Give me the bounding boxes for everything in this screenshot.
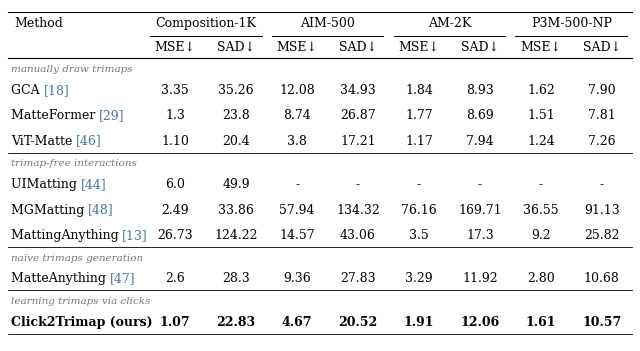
Text: 9.36: 9.36 [284,272,311,285]
Text: 12.08: 12.08 [279,84,315,97]
Text: 1.77: 1.77 [405,109,433,122]
Text: [44]: [44] [81,178,106,191]
Text: -: - [417,178,421,191]
Text: -: - [539,178,543,191]
Text: SAD↓: SAD↓ [582,40,621,53]
Text: 10.57: 10.57 [582,316,621,329]
Text: [46]: [46] [76,134,102,147]
Text: SAD↓: SAD↓ [461,40,499,53]
Text: UIMatting: UIMatting [11,178,81,191]
Text: 3.5: 3.5 [409,229,429,242]
Text: 1.07: 1.07 [160,316,191,329]
Text: AIM-500: AIM-500 [300,17,355,30]
Text: manually draw trimaps: manually draw trimaps [11,65,132,74]
Text: 17.3: 17.3 [466,229,494,242]
Text: 4.67: 4.67 [282,316,312,329]
Text: 35.26: 35.26 [218,84,254,97]
Text: 1.10: 1.10 [161,134,189,147]
Text: 33.86: 33.86 [218,204,254,217]
Text: ViT-Matte: ViT-Matte [11,134,76,147]
Text: MatteAnything: MatteAnything [11,272,110,285]
Text: naïve trimaps generation: naïve trimaps generation [11,254,143,263]
Text: MGMatting: MGMatting [11,204,88,217]
Text: -: - [295,178,299,191]
Text: 57.94: 57.94 [279,204,315,217]
Text: 8.69: 8.69 [466,109,494,122]
Text: 1.91: 1.91 [404,316,434,329]
Text: 3.35: 3.35 [161,84,189,97]
Text: 8.74: 8.74 [284,109,311,122]
Text: [47]: [47] [109,272,135,285]
Text: [29]: [29] [99,109,124,122]
Text: 25.82: 25.82 [584,229,620,242]
Text: 34.93: 34.93 [340,84,376,97]
Text: SAD↓: SAD↓ [217,40,255,53]
Text: 11.92: 11.92 [462,272,498,285]
Text: [48]: [48] [88,204,114,217]
Text: 7.94: 7.94 [466,134,493,147]
Text: 1.62: 1.62 [527,84,555,97]
Text: AM-2K: AM-2K [428,17,471,30]
Text: [18]: [18] [44,84,69,97]
Text: 7.26: 7.26 [588,134,616,147]
Text: 3.29: 3.29 [405,272,433,285]
Text: MSE↓: MSE↓ [155,40,196,53]
Text: MSE↓: MSE↓ [520,40,561,53]
Text: 1.84: 1.84 [405,84,433,97]
Text: MSE↓: MSE↓ [276,40,317,53]
Text: 20.4: 20.4 [222,134,250,147]
Text: learning trimaps via clicks: learning trimaps via clicks [11,297,150,306]
Text: 9.2: 9.2 [531,229,550,242]
Text: SAD↓: SAD↓ [339,40,377,53]
Text: 26.73: 26.73 [157,229,193,242]
Text: 1.51: 1.51 [527,109,555,122]
Text: -: - [478,178,482,191]
Text: 36.55: 36.55 [523,204,559,217]
Text: MatteFormer: MatteFormer [11,109,99,122]
Text: 14.57: 14.57 [279,229,315,242]
Text: GCA: GCA [11,84,44,97]
Text: 28.3: 28.3 [222,272,250,285]
Text: trimap-free interactions: trimap-free interactions [11,159,137,168]
Text: 23.8: 23.8 [222,109,250,122]
Text: 17.21: 17.21 [340,134,376,147]
Text: 3.8: 3.8 [287,134,307,147]
Text: Composition-1K: Composition-1K [155,17,256,30]
Text: 26.87: 26.87 [340,109,376,122]
Text: P3M-500-NP: P3M-500-NP [531,17,612,30]
Text: 76.16: 76.16 [401,204,437,217]
Text: 12.06: 12.06 [460,316,500,329]
Text: 1.17: 1.17 [405,134,433,147]
Text: 2.80: 2.80 [527,272,555,285]
Text: 8.93: 8.93 [466,84,494,97]
Text: MSE↓: MSE↓ [399,40,440,53]
Text: 22.83: 22.83 [216,316,256,329]
Text: 2.6: 2.6 [165,272,185,285]
Text: 10.68: 10.68 [584,272,620,285]
Text: Method: Method [14,17,63,30]
Text: 7.90: 7.90 [588,84,616,97]
Text: 2.49: 2.49 [161,204,189,217]
Text: 6.0: 6.0 [165,178,185,191]
Text: -: - [600,178,604,191]
Text: [13]: [13] [122,229,148,242]
Text: 1.61: 1.61 [525,316,556,329]
Text: 49.9: 49.9 [222,178,250,191]
Text: -: - [356,178,360,191]
Text: 43.06: 43.06 [340,229,376,242]
Text: 20.52: 20.52 [339,316,378,329]
Text: MattingAnything: MattingAnything [11,229,123,242]
Text: 169.71: 169.71 [458,204,502,217]
Text: 91.13: 91.13 [584,204,620,217]
Text: 1.3: 1.3 [165,109,185,122]
Text: 27.83: 27.83 [340,272,376,285]
Text: 134.32: 134.32 [336,204,380,217]
Text: 1.24: 1.24 [527,134,555,147]
Text: 124.22: 124.22 [214,229,258,242]
Text: 7.81: 7.81 [588,109,616,122]
Text: Click2Trimap (ours): Click2Trimap (ours) [11,316,152,329]
